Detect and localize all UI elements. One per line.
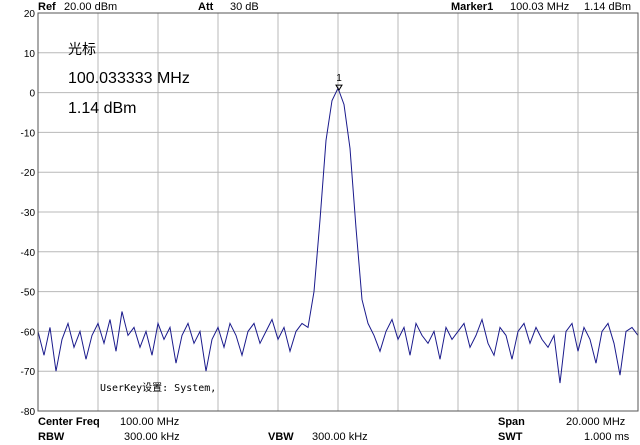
marker-box-title: 光标 <box>68 41 96 57</box>
y-tick-label: 10 <box>24 49 36 60</box>
ref-label: Ref <box>38 1 56 13</box>
marker-header-level: 1.14 dBm <box>584 1 632 13</box>
y-tick-label: 0 <box>29 89 35 100</box>
span-label: Span <box>498 416 525 428</box>
vbw-value: 300.00 kHz <box>312 431 368 443</box>
plot-frame <box>37 12 639 412</box>
swt-value: 1.000 ms <box>584 431 630 443</box>
y-tick-label: -70 <box>21 367 36 378</box>
y-tick-label: -50 <box>21 288 36 299</box>
rbw-label: RBW <box>38 431 65 443</box>
y-tick-label: -30 <box>21 208 36 219</box>
marker-box-freq: 100.033333 MHz <box>68 70 190 87</box>
ref-value: 20.00 dBm <box>64 1 118 13</box>
marker-peak-icon <box>335 84 343 92</box>
center-freq-label: Center Freq <box>38 416 100 428</box>
y-tick-label: -20 <box>21 168 36 179</box>
userkey-text: UserKey设置: System, <box>100 383 217 394</box>
att-value: 30 dB <box>230 1 259 13</box>
marker-box-level: 1.14 dBm <box>68 100 137 117</box>
span-value: 20.000 MHz <box>566 416 626 428</box>
y-tick-label: -40 <box>21 248 36 259</box>
marker-header-freq: 100.03 MHz <box>510 1 570 13</box>
marker-header-label: Marker1 <box>451 1 494 13</box>
y-tick-label: -80 <box>21 407 36 418</box>
rbw-value: 300.00 kHz <box>124 431 180 443</box>
marker-peak-label: 1 <box>336 73 342 84</box>
y-tick-labels: 20 10 0 -10 -20 -30 -40 -50 -60 -70 -80 <box>21 9 36 418</box>
y-tick-label: -60 <box>21 327 36 338</box>
y-tick-label: 20 <box>24 9 36 20</box>
vbw-label: VBW <box>268 431 294 443</box>
att-label: Att <box>198 1 214 13</box>
swt-label: SWT <box>498 431 523 443</box>
center-freq-value: 100.00 MHz <box>120 416 180 428</box>
y-tick-label: -10 <box>21 128 36 139</box>
